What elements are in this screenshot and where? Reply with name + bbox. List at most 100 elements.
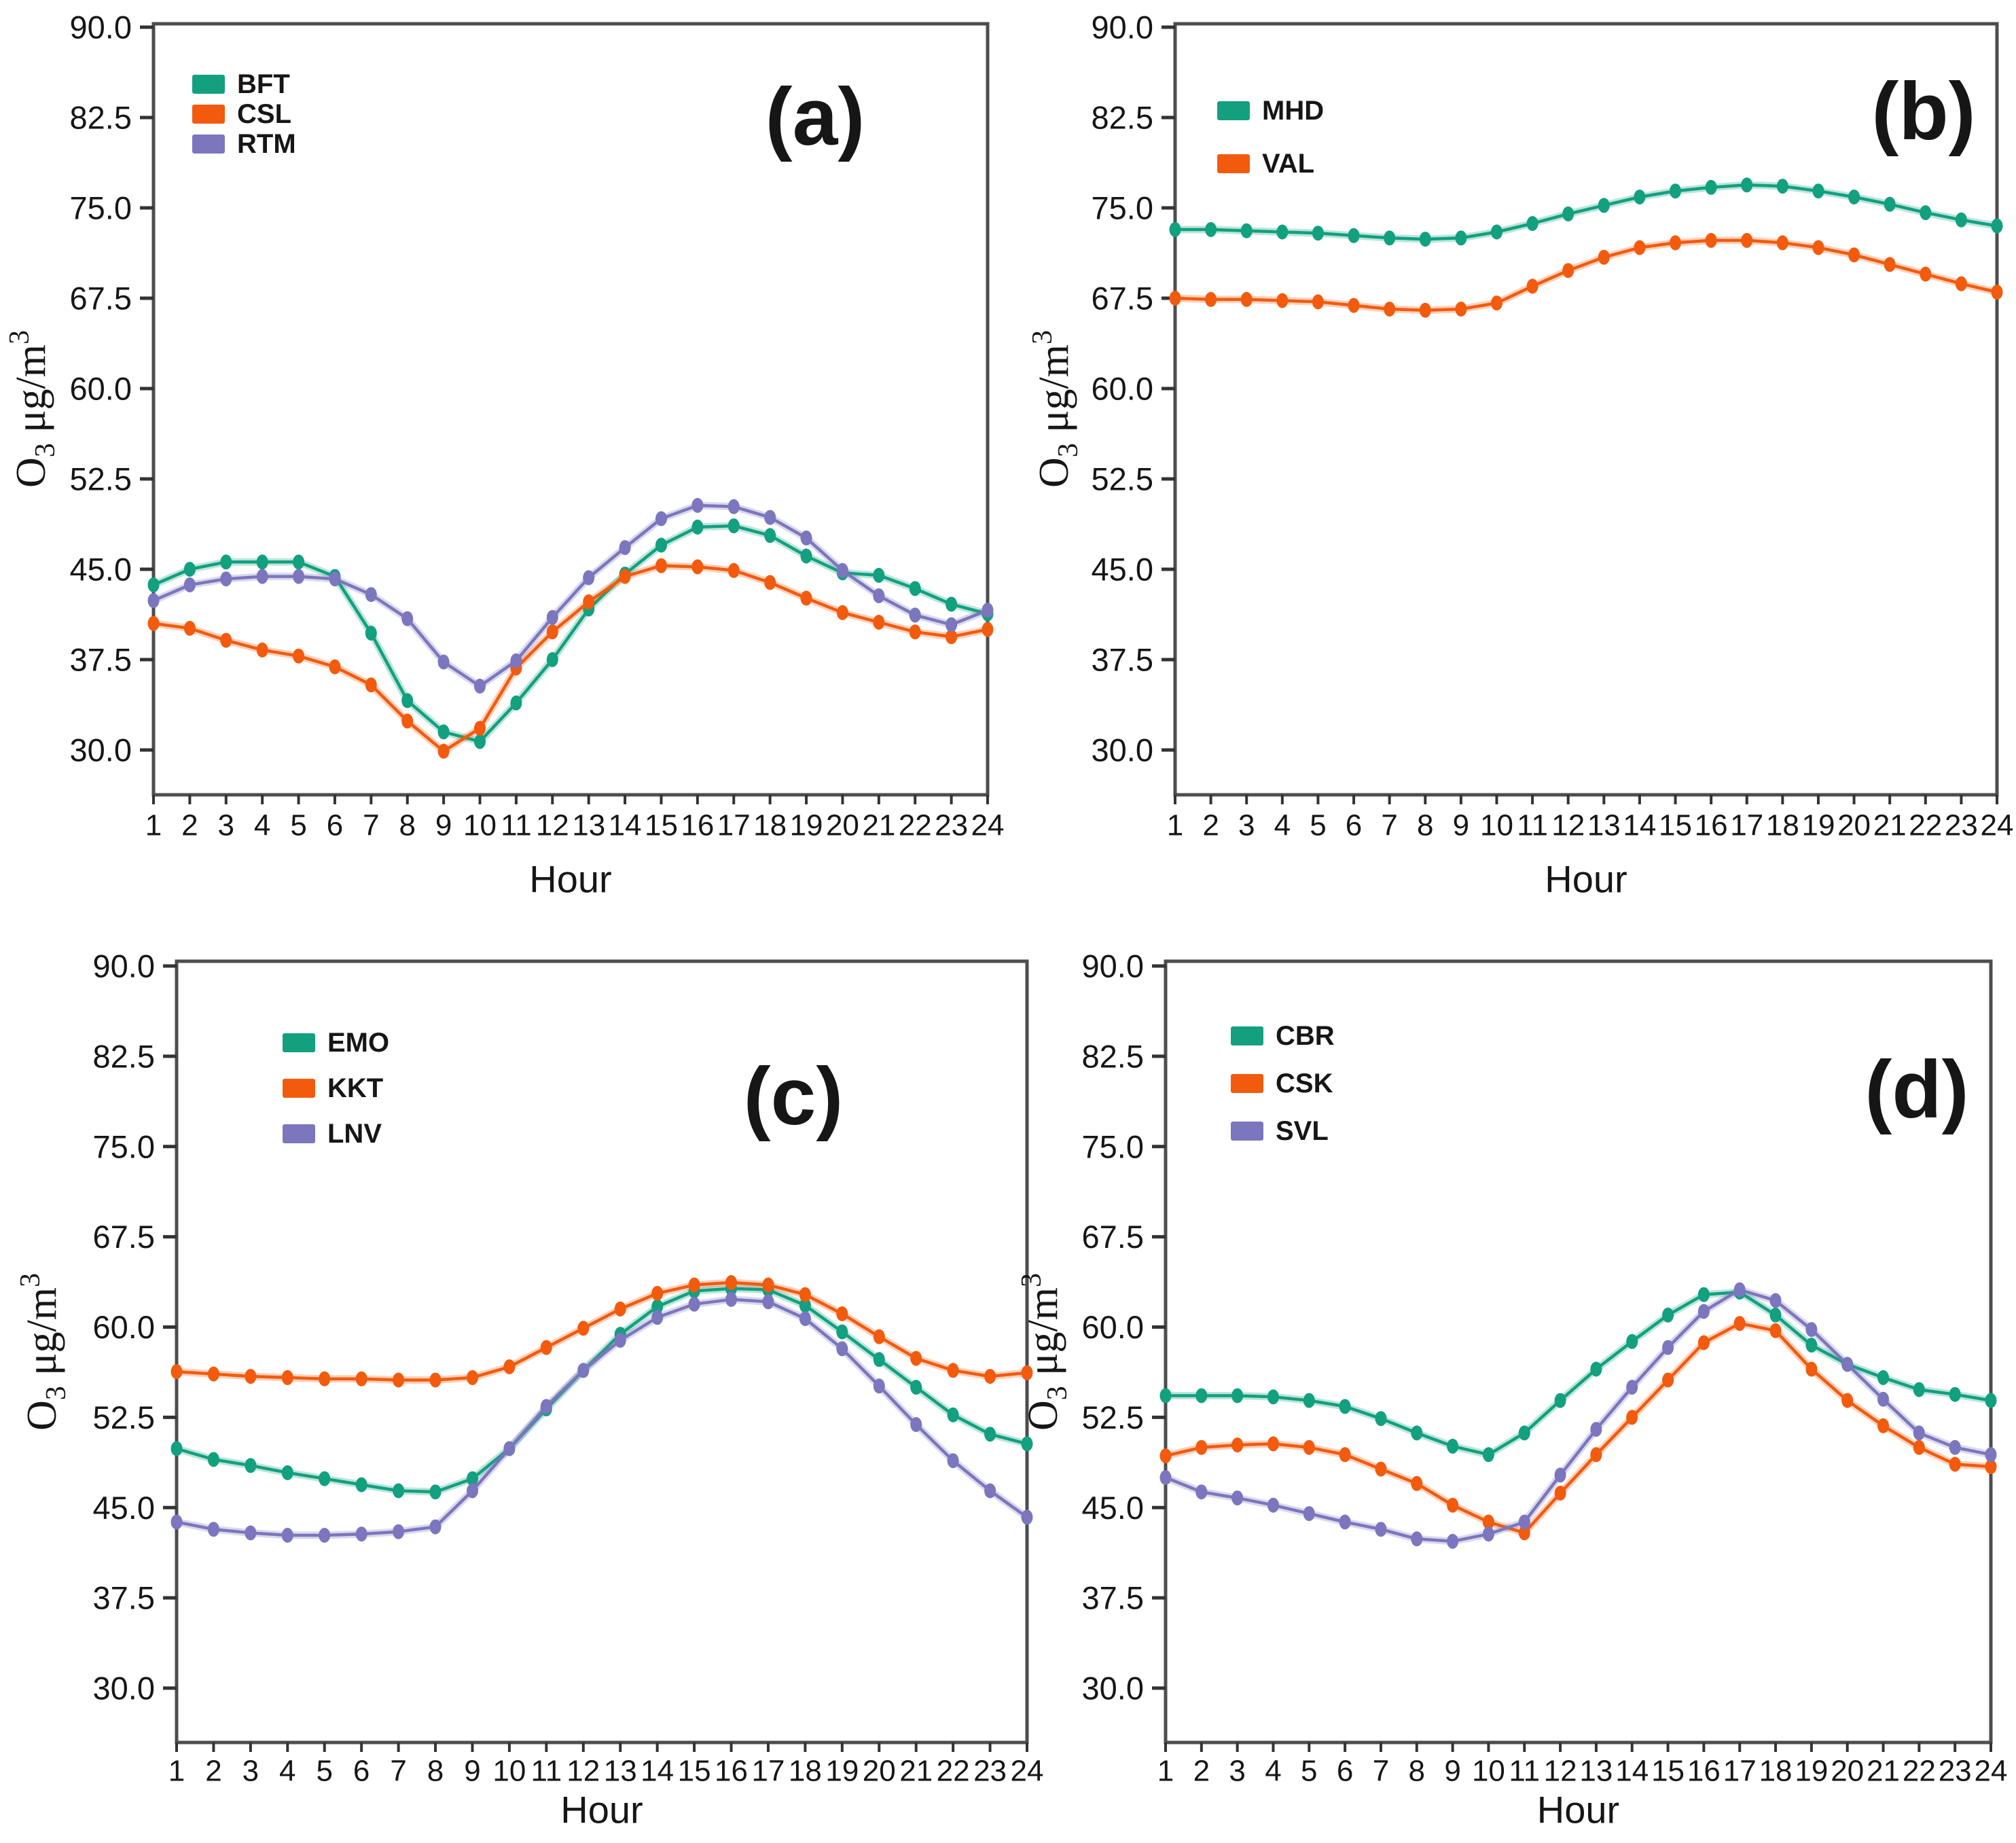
data-point xyxy=(651,1299,664,1314)
x-tick-label: 15 xyxy=(1659,809,1692,842)
series-band xyxy=(173,1278,1031,1384)
legend-swatch-BFT xyxy=(192,75,225,94)
x-tick-label: 2 xyxy=(1202,809,1219,842)
data-point xyxy=(1240,291,1253,307)
data-point xyxy=(909,607,921,623)
x-tick-label: 18 xyxy=(1759,1755,1793,1788)
data-point xyxy=(619,569,631,584)
data-point xyxy=(1482,1514,1494,1530)
data-point xyxy=(207,1522,219,1537)
x-tick-label: 8 xyxy=(1417,809,1433,842)
data-point xyxy=(1455,302,1467,317)
series-CSK xyxy=(1159,1316,1997,1541)
data-point xyxy=(1491,224,1502,240)
x-axis: 1 2 3 4 5 6 7 8 9 10 11 12 13 14 15 16 17 18 19 20 21 22 23 24 xyxy=(145,795,1004,842)
x-tick-label: 11 xyxy=(501,809,532,842)
series-CSL xyxy=(147,558,994,759)
data-point xyxy=(727,562,740,578)
data-point xyxy=(947,1363,959,1378)
data-point xyxy=(546,652,558,667)
y-tick-label: 30.0 xyxy=(1082,1670,1144,1706)
y-tick-label: 75.0 xyxy=(70,190,132,226)
y-tick-label: 45.0 xyxy=(70,551,132,587)
data-point xyxy=(1205,291,1217,307)
data-point xyxy=(836,1306,848,1321)
data-point xyxy=(1231,1490,1244,1506)
data-point xyxy=(365,626,377,641)
data-point xyxy=(1339,1514,1351,1530)
data-point xyxy=(1518,1514,1530,1530)
data-point xyxy=(1159,1470,1172,1485)
x-axis: 1 2 3 4 5 6 7 8 9 10 11 12 13 14 15 16 17 18 19 20 21 22 23 24 xyxy=(1157,1742,2007,1788)
data-point xyxy=(365,587,377,603)
data-point xyxy=(474,721,486,736)
data-point xyxy=(873,567,885,583)
series-line xyxy=(151,564,990,753)
y-tick-label: 60.0 xyxy=(1092,370,1153,406)
data-point xyxy=(873,1378,885,1394)
legend-label-BFT: BFT xyxy=(237,69,290,99)
data-point xyxy=(546,624,558,640)
series-line xyxy=(1164,1288,1993,1543)
data-point xyxy=(355,1371,367,1386)
x-axis-title: Hour xyxy=(529,858,611,901)
data-point xyxy=(1348,298,1360,313)
x-tick-label: 10 xyxy=(492,1755,526,1788)
data-point xyxy=(319,1528,331,1543)
data-point xyxy=(1884,257,1896,272)
data-point xyxy=(1195,1388,1208,1403)
series-VAL xyxy=(1169,232,2003,318)
y-tick-label: 75.0 xyxy=(93,1128,155,1164)
data-point xyxy=(1877,1418,1889,1433)
panel-d: 90.082.575.067.560.052.545.037.530.01 2 3 4… xyxy=(1016,948,2007,1831)
legend-label-KKT: KKT xyxy=(327,1073,383,1103)
data-point xyxy=(1447,1533,1459,1549)
x-tick-label: 11 xyxy=(531,1755,562,1788)
legend-label-CBR: CBR xyxy=(1276,1021,1335,1051)
data-point xyxy=(655,537,667,553)
x-tick-label: 11 xyxy=(1509,1755,1540,1788)
data-point xyxy=(1590,1361,1602,1377)
y-tick-label: 82.5 xyxy=(1092,99,1153,135)
data-point xyxy=(873,615,885,630)
x-tick-label: 5 xyxy=(1301,1755,1317,1788)
x-tick-label: 24 xyxy=(1981,809,2014,842)
x-tick-label: 21 xyxy=(862,809,895,842)
plot-border xyxy=(1164,959,1993,1744)
data-point xyxy=(540,1399,552,1414)
data-point xyxy=(329,571,341,587)
data-point xyxy=(393,1524,405,1539)
x-tick-label: 2 xyxy=(205,1755,221,1788)
data-point xyxy=(503,1441,516,1456)
data-point xyxy=(355,1526,367,1542)
data-point xyxy=(947,1453,959,1469)
data-point xyxy=(1991,218,2003,234)
data-point xyxy=(147,615,160,631)
y-tick-label: 45.0 xyxy=(1092,551,1153,587)
x-axis-title: Hour xyxy=(1537,1789,1619,1831)
x-tick-label: 22 xyxy=(1903,1755,1936,1788)
legend-label-LNV: LNV xyxy=(327,1119,382,1149)
y-tick-label: 82.5 xyxy=(70,99,132,135)
data-point xyxy=(946,629,958,645)
x-tick-label: 24 xyxy=(1011,1755,1044,1788)
data-point xyxy=(1841,1393,1854,1408)
y-tick-label: 60.0 xyxy=(70,370,132,406)
series-line xyxy=(175,1281,1029,1382)
x-tick-label: 6 xyxy=(1346,809,1362,842)
x-tick-label: 1 xyxy=(1167,809,1183,842)
x-tick-label: 18 xyxy=(1766,809,1799,842)
data-point xyxy=(655,511,667,526)
x-tick-label: 13 xyxy=(604,1755,637,1788)
y-tick-label: 37.5 xyxy=(93,1580,155,1616)
data-point xyxy=(329,659,341,675)
series-CBR xyxy=(1159,1285,1997,1463)
data-point xyxy=(281,1528,293,1543)
data-point xyxy=(1303,1393,1315,1408)
x-tick-label: 23 xyxy=(1945,809,1978,842)
data-point xyxy=(984,1483,996,1499)
data-point xyxy=(1375,1411,1387,1427)
data-point xyxy=(474,734,486,749)
x-tick-label: 8 xyxy=(427,1755,444,1788)
